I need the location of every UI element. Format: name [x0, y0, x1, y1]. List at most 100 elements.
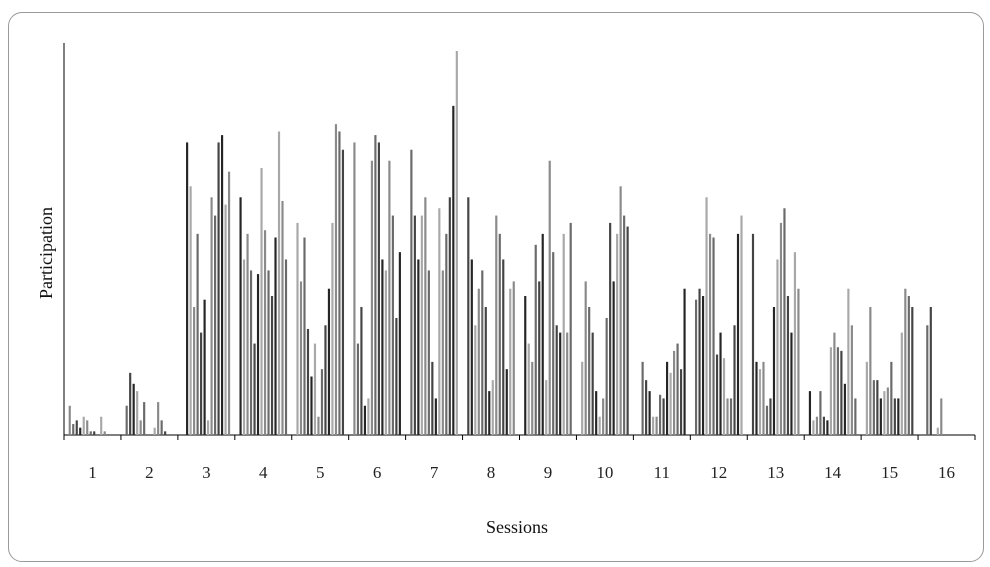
bar [193, 307, 196, 435]
bar [224, 204, 227, 435]
bar [445, 233, 448, 435]
bar [890, 361, 893, 435]
bar [876, 380, 879, 435]
y-axis-title: Participation [36, 207, 56, 299]
bar [591, 332, 594, 435]
bar [705, 197, 708, 435]
bar [296, 222, 299, 435]
bar [672, 350, 676, 435]
bar [470, 259, 473, 435]
bar [509, 288, 512, 435]
bar [317, 416, 320, 435]
x-tick-label: 13 [767, 463, 784, 482]
bar [840, 350, 843, 435]
bar [360, 307, 363, 435]
bar [242, 259, 246, 435]
bar [438, 208, 441, 435]
bar [900, 332, 903, 435]
bar [253, 343, 256, 435]
bar [907, 296, 910, 435]
bar [186, 142, 189, 435]
x-tick-label: 16 [938, 463, 955, 482]
bar [929, 307, 932, 435]
x-tick-label: 5 [316, 463, 325, 482]
bar [227, 171, 231, 435]
bar [281, 200, 284, 435]
bar [391, 215, 394, 435]
x-tick-label: 1 [88, 463, 97, 482]
bar [270, 296, 274, 435]
bar [936, 427, 939, 435]
bar [474, 325, 477, 435]
bar [398, 252, 401, 435]
bar [136, 391, 139, 435]
bar [541, 233, 544, 435]
bar [836, 347, 839, 435]
x-tick-label: 12 [710, 463, 727, 482]
x-tick-label: 14 [824, 463, 842, 482]
bar [779, 222, 783, 435]
bar [552, 252, 555, 435]
bar [683, 288, 686, 435]
bar [207, 420, 210, 435]
bar [940, 398, 943, 435]
x-tick-label: 7 [430, 463, 439, 482]
bar-chart: Participation Sessions 1 2 3 4 5 6 7 8 9 10 11 12 13… [36, 43, 976, 537]
bar [786, 296, 790, 435]
bar [210, 197, 213, 435]
bar [477, 288, 480, 435]
bar [498, 233, 501, 435]
bar [79, 427, 82, 435]
bar [886, 387, 889, 435]
bar [719, 332, 722, 435]
bar [769, 398, 772, 435]
bar [441, 270, 444, 435]
bar [467, 197, 470, 435]
bar [736, 233, 740, 435]
bar [100, 416, 103, 435]
bar [626, 226, 629, 435]
bar [484, 307, 487, 435]
bar [729, 398, 733, 435]
bar [911, 307, 914, 435]
bar [790, 332, 793, 435]
bar [367, 398, 370, 435]
bar [303, 237, 306, 435]
bar [879, 398, 882, 435]
bar [623, 215, 626, 435]
bar [655, 416, 658, 435]
bar [93, 431, 96, 435]
bar [722, 358, 726, 435]
bar [666, 361, 669, 435]
bar [284, 259, 288, 435]
bar [427, 270, 430, 435]
bar [452, 105, 455, 436]
bar [505, 369, 508, 435]
bar [869, 307, 872, 435]
bar [662, 398, 665, 435]
bar [75, 420, 78, 435]
bar [249, 270, 253, 435]
bar [512, 281, 515, 435]
bar [833, 332, 836, 435]
bar [904, 288, 907, 435]
bar [246, 233, 249, 435]
bar [534, 244, 537, 435]
bar [82, 416, 85, 435]
bar [676, 343, 679, 435]
bar [164, 431, 167, 435]
bar [129, 372, 132, 435]
bar [772, 307, 776, 435]
bar [555, 325, 558, 435]
bar [847, 288, 850, 435]
bar [588, 307, 591, 435]
bar [313, 343, 317, 435]
chart-frame: Participation Sessions 1 2 3 4 5 6 7 8 9 10 11 12 13… [8, 12, 984, 562]
bar [356, 343, 360, 435]
x-tick-label: 4 [259, 463, 268, 482]
bar [598, 416, 601, 435]
bar [893, 398, 896, 435]
bar [495, 215, 498, 435]
bar [652, 416, 655, 435]
bar [331, 222, 334, 435]
